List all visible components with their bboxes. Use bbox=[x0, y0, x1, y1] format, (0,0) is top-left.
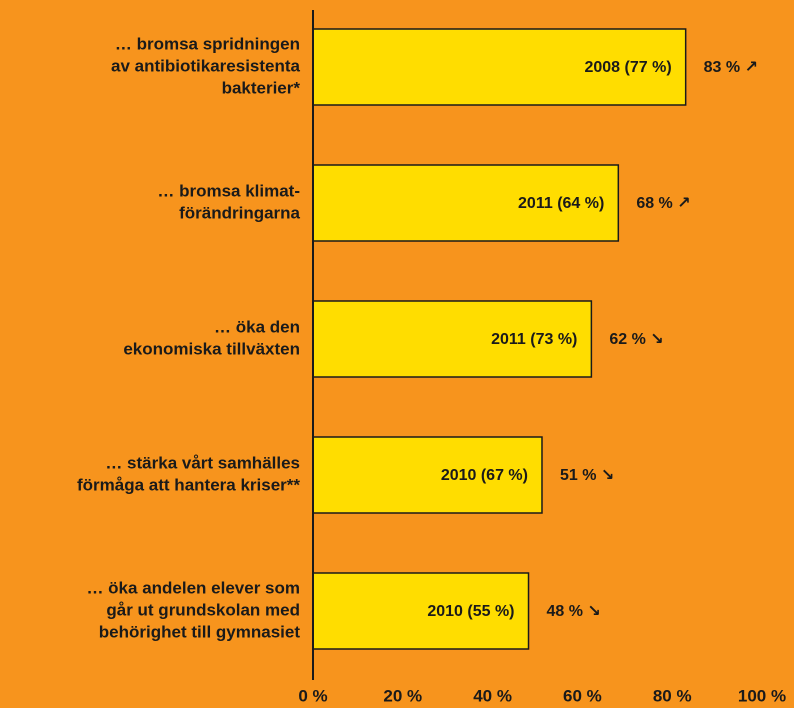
x-tick-label: 20 % bbox=[383, 686, 422, 705]
category-label: går ut grundskolan med bbox=[106, 600, 300, 619]
value-label: 62 % ↘ bbox=[609, 331, 663, 348]
x-tick-label: 40 % bbox=[473, 686, 512, 705]
category-label: … öka den bbox=[214, 317, 300, 336]
bar-label: 2011 (73 %) bbox=[491, 331, 577, 348]
bar bbox=[312, 436, 543, 514]
value-label: 83 % ↗ bbox=[704, 59, 758, 76]
bar-label: 2008 (77 %) bbox=[584, 59, 671, 76]
value-label: 51 % ↘ bbox=[560, 467, 614, 484]
value-label: 68 % ↗ bbox=[636, 195, 690, 212]
category-label: … bromsa klimat- bbox=[157, 181, 300, 200]
x-tick-label: 100 % bbox=[738, 686, 786, 705]
bar-label: 2010 (55 %) bbox=[427, 603, 514, 620]
category-label: … öka andelen elever som bbox=[86, 578, 300, 597]
category-label: av antibiotikaresistenta bbox=[111, 56, 301, 75]
bar bbox=[312, 28, 687, 106]
bar-label: 2010 (67 %) bbox=[441, 467, 528, 484]
x-tick-label: 80 % bbox=[653, 686, 692, 705]
category-label: ekonomiska tillväxten bbox=[123, 339, 300, 358]
category-label: … bromsa spridningen bbox=[115, 34, 300, 53]
category-label: … stärka vårt samhälles bbox=[105, 453, 300, 472]
category-label: bakterier* bbox=[222, 78, 301, 97]
bar bbox=[312, 164, 620, 242]
bar-label: 2011 (64 %) bbox=[518, 195, 604, 212]
x-tick-label: 0 % bbox=[298, 686, 327, 705]
category-label: förändringarna bbox=[179, 203, 300, 222]
bar bbox=[312, 572, 530, 650]
value-label: 48 % ↘ bbox=[547, 603, 601, 620]
bar bbox=[312, 300, 593, 378]
category-label: förmåga att hantera kriser** bbox=[77, 475, 300, 494]
category-label: behörighet till gymnasiet bbox=[99, 622, 301, 641]
x-tick-label: 60 % bbox=[563, 686, 602, 705]
